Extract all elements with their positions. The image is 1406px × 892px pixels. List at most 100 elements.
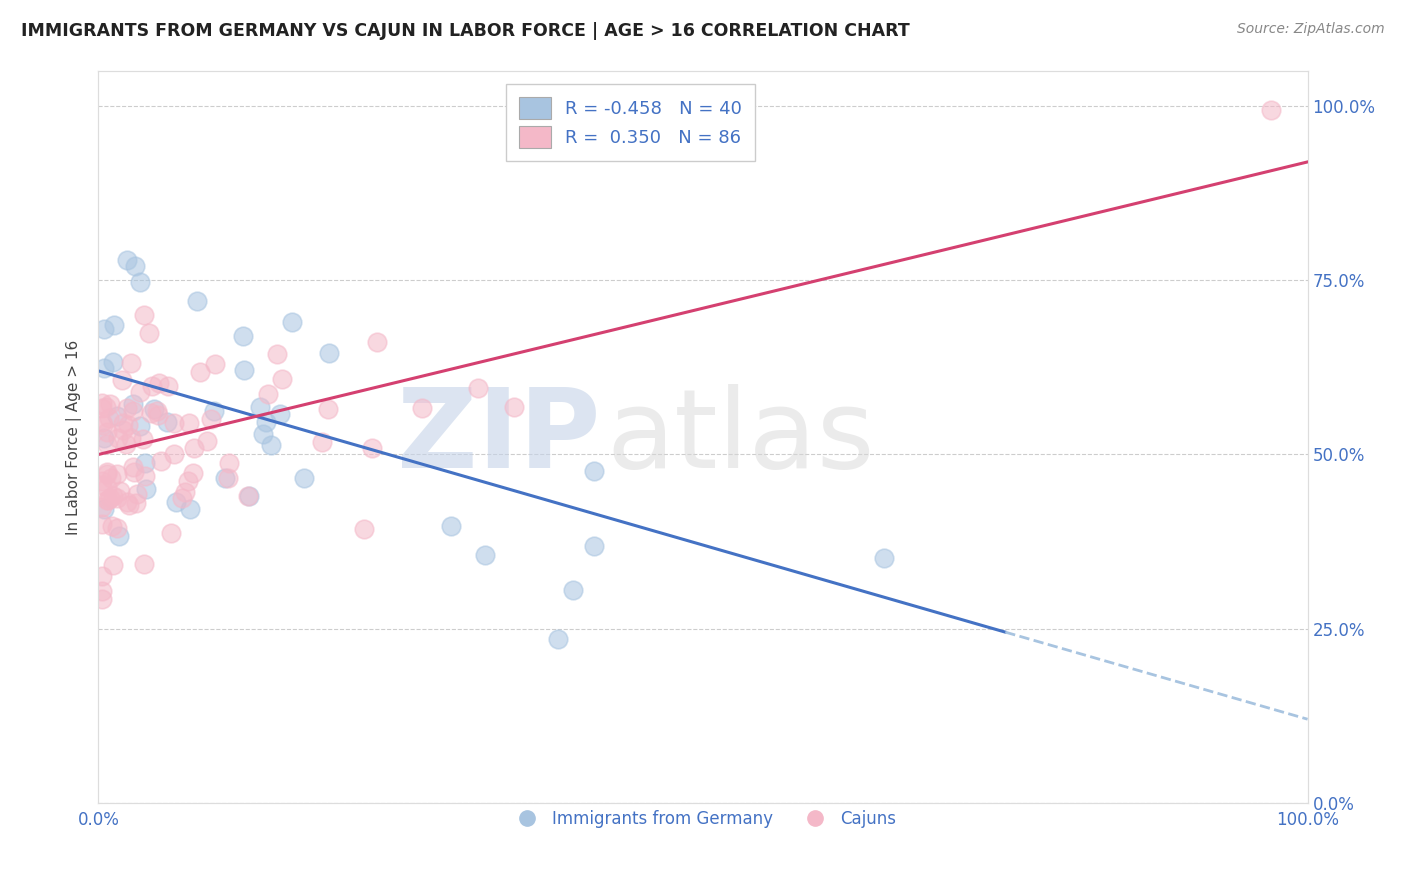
Point: [129, 275, 152, 289]
Legend: Immigrants from Germany, Cajuns: Immigrants from Germany, Cajuns: [503, 804, 903, 835]
Point: [148, 376, 170, 391]
Point: [93, 361, 115, 376]
Point: [266, 346, 288, 360]
Point: [214, 471, 236, 485]
Point: [177, 474, 200, 488]
Point: [120, 431, 142, 445]
Point: [100, 471, 122, 485]
Point: [361, 441, 384, 455]
Point: [204, 403, 226, 417]
Text: ZIP: ZIP: [396, 384, 600, 491]
Point: [311, 434, 333, 449]
Point: [142, 401, 165, 416]
Point: [105, 521, 128, 535]
Text: Source: ZipAtlas.com: Source: ZipAtlas.com: [1237, 22, 1385, 37]
Text: atlas: atlas: [606, 384, 875, 491]
Point: [98, 397, 121, 411]
Point: [121, 404, 143, 418]
Point: [249, 400, 271, 414]
Point: [96, 480, 118, 494]
Point: [318, 346, 340, 360]
Point: [366, 335, 388, 350]
Point: [200, 411, 222, 425]
Point: [561, 583, 583, 598]
Point: [101, 489, 124, 503]
Point: [91, 592, 114, 607]
Point: [190, 365, 212, 379]
Y-axis label: In Labor Force | Age > 16: In Labor Force | Age > 16: [66, 340, 83, 534]
Point: [165, 495, 187, 509]
Point: [129, 385, 152, 400]
Point: [91, 583, 114, 598]
Point: [107, 431, 129, 445]
Point: [96, 467, 118, 482]
Point: [117, 252, 139, 267]
Point: [129, 419, 152, 434]
Point: [316, 401, 339, 416]
Point: [91, 568, 114, 582]
Point: [105, 491, 128, 505]
Point: [96, 465, 118, 479]
Point: [93, 502, 115, 516]
Point: [91, 418, 114, 433]
Point: [115, 495, 138, 509]
Point: [238, 489, 260, 503]
Point: [181, 466, 204, 480]
Point: [1260, 103, 1282, 117]
Point: [179, 502, 201, 516]
Point: [411, 401, 433, 416]
Point: [146, 404, 169, 418]
Point: [583, 464, 606, 478]
Point: [173, 485, 195, 500]
Point: [108, 483, 131, 498]
Point: [117, 418, 139, 433]
Point: [138, 326, 160, 340]
Point: [582, 539, 605, 553]
Point: [96, 425, 118, 440]
Point: [132, 557, 155, 571]
Point: [101, 558, 124, 572]
Point: [218, 456, 240, 470]
Point: [204, 357, 226, 371]
Point: [93, 322, 115, 336]
Point: [115, 437, 138, 451]
Point: [91, 500, 114, 515]
Point: [256, 387, 278, 401]
Point: [873, 551, 896, 566]
Point: [97, 493, 120, 508]
Point: [111, 416, 134, 430]
Point: [269, 407, 291, 421]
Point: [120, 356, 142, 370]
Point: [139, 406, 162, 420]
Point: [177, 416, 200, 430]
Point: [98, 410, 121, 425]
Point: [135, 482, 157, 496]
Point: [96, 493, 118, 508]
Point: [91, 415, 114, 429]
Point: [122, 397, 145, 411]
Point: [134, 469, 156, 483]
Point: [105, 409, 128, 424]
Point: [127, 486, 149, 500]
Point: [101, 518, 124, 533]
Point: [156, 416, 179, 430]
Point: [115, 401, 138, 415]
Point: [124, 465, 146, 479]
Point: [292, 471, 315, 485]
Point: [186, 293, 208, 308]
Point: [141, 378, 163, 392]
Point: [146, 408, 169, 422]
Point: [236, 489, 259, 503]
Point: [157, 379, 180, 393]
Point: [232, 363, 254, 377]
Point: [124, 259, 146, 273]
Point: [150, 453, 173, 467]
Point: [503, 400, 526, 414]
Point: [125, 495, 148, 509]
Point: [132, 308, 155, 322]
Point: [474, 548, 496, 562]
Point: [353, 522, 375, 536]
Point: [217, 471, 239, 485]
Point: [111, 373, 134, 387]
Point: [96, 437, 118, 451]
